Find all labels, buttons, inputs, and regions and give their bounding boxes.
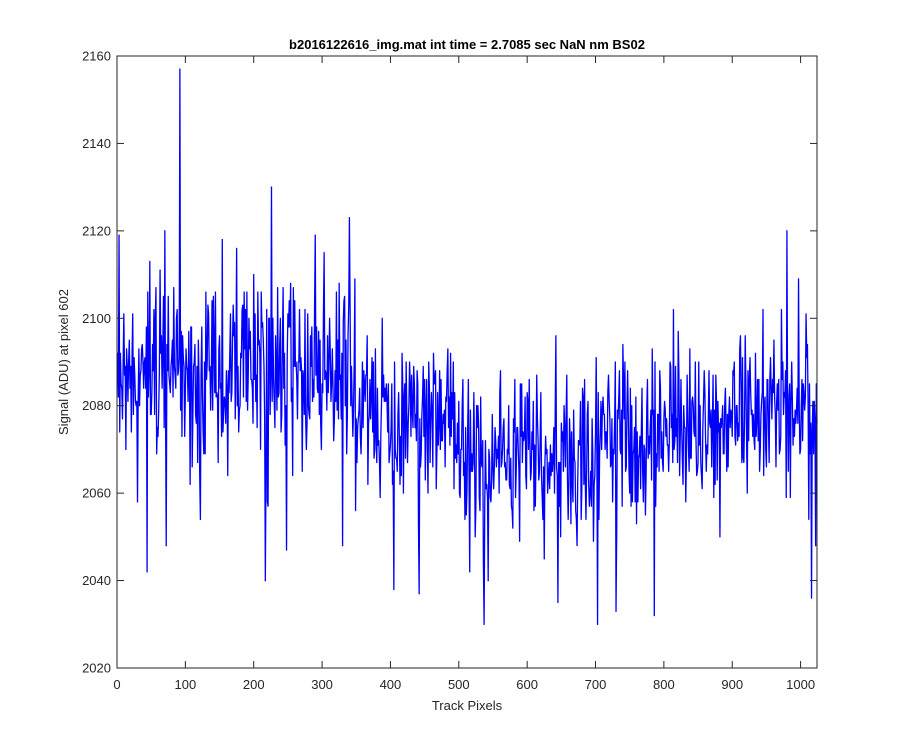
data-point-30 bbox=[815, 545, 817, 547]
x-tick-label-0: 0 bbox=[113, 677, 120, 692]
data-point-28 bbox=[786, 230, 788, 232]
y-tick-label-2120: 2120 bbox=[82, 223, 111, 238]
data-point-15 bbox=[285, 549, 288, 551]
y-tick-label-2020: 2020 bbox=[82, 661, 111, 676]
data-point-12 bbox=[221, 239, 223, 241]
axes-layer: 0 100 200 300 400 500 600 700 800 900 1000 2020 2040… bbox=[82, 49, 818, 692]
data-point-7 bbox=[164, 230, 166, 232]
data-point-1 bbox=[118, 234, 120, 236]
series-line-signal bbox=[117, 68, 818, 625]
data-point-10 bbox=[181, 435, 183, 437]
x-tick-label-900: 900 bbox=[721, 677, 743, 692]
x-tick-label-400: 400 bbox=[380, 677, 402, 692]
chart-title: b2016122616_img.mat int time = 2.7085 se… bbox=[289, 37, 645, 52]
axes-box bbox=[116, 55, 818, 669]
y-tick-label-2080: 2080 bbox=[82, 398, 111, 413]
data-point-29 bbox=[810, 597, 813, 599]
data-point-16 bbox=[314, 234, 316, 236]
y-tick-label-2140: 2140 bbox=[82, 136, 111, 151]
data-point-14 bbox=[270, 186, 273, 188]
data-point-21 bbox=[483, 623, 485, 625]
x-tick-label-700: 700 bbox=[585, 677, 607, 692]
y-tick-label-2100: 2100 bbox=[82, 311, 111, 326]
x-tick-label-100: 100 bbox=[175, 677, 197, 692]
data-point-20 bbox=[418, 593, 420, 595]
data-point-6 bbox=[159, 269, 161, 271]
data-point-3 bbox=[125, 448, 127, 451]
y-tick-label-2160: 2160 bbox=[82, 49, 111, 64]
data-point-4 bbox=[136, 501, 139, 503]
x-axis-label: Track Pixels bbox=[432, 698, 503, 713]
y-tick-label-2060: 2060 bbox=[82, 486, 111, 501]
data-point-23 bbox=[543, 558, 545, 560]
data-point-5 bbox=[146, 571, 148, 573]
x-tick-label-800: 800 bbox=[653, 677, 675, 692]
data-point-17 bbox=[341, 545, 344, 547]
data-point-22 bbox=[487, 579, 489, 582]
x-tick-label-300: 300 bbox=[311, 677, 333, 692]
data-point-11 bbox=[199, 518, 201, 520]
data-point-27 bbox=[653, 614, 655, 617]
x-tick-label-200: 200 bbox=[243, 677, 265, 692]
x-tick-label-1000: 1000 bbox=[786, 677, 815, 692]
data-point-25 bbox=[596, 623, 599, 625]
data-point-9 bbox=[179, 68, 181, 70]
data-point-2 bbox=[120, 383, 122, 385]
data-point-18 bbox=[348, 217, 351, 219]
x-tick-label-600: 600 bbox=[516, 677, 538, 692]
data-point-26 bbox=[615, 610, 617, 612]
plot-background bbox=[117, 56, 817, 668]
data-point-13 bbox=[264, 579, 266, 582]
y-tick-label-2040: 2040 bbox=[82, 573, 111, 588]
data-point-19 bbox=[393, 588, 395, 590]
data-point-8 bbox=[165, 545, 167, 547]
data-point-24 bbox=[557, 601, 559, 604]
x-tick-label-500: 500 bbox=[448, 677, 470, 692]
y-axis-label: Signal (ADU) at pixel 602 bbox=[56, 289, 71, 435]
